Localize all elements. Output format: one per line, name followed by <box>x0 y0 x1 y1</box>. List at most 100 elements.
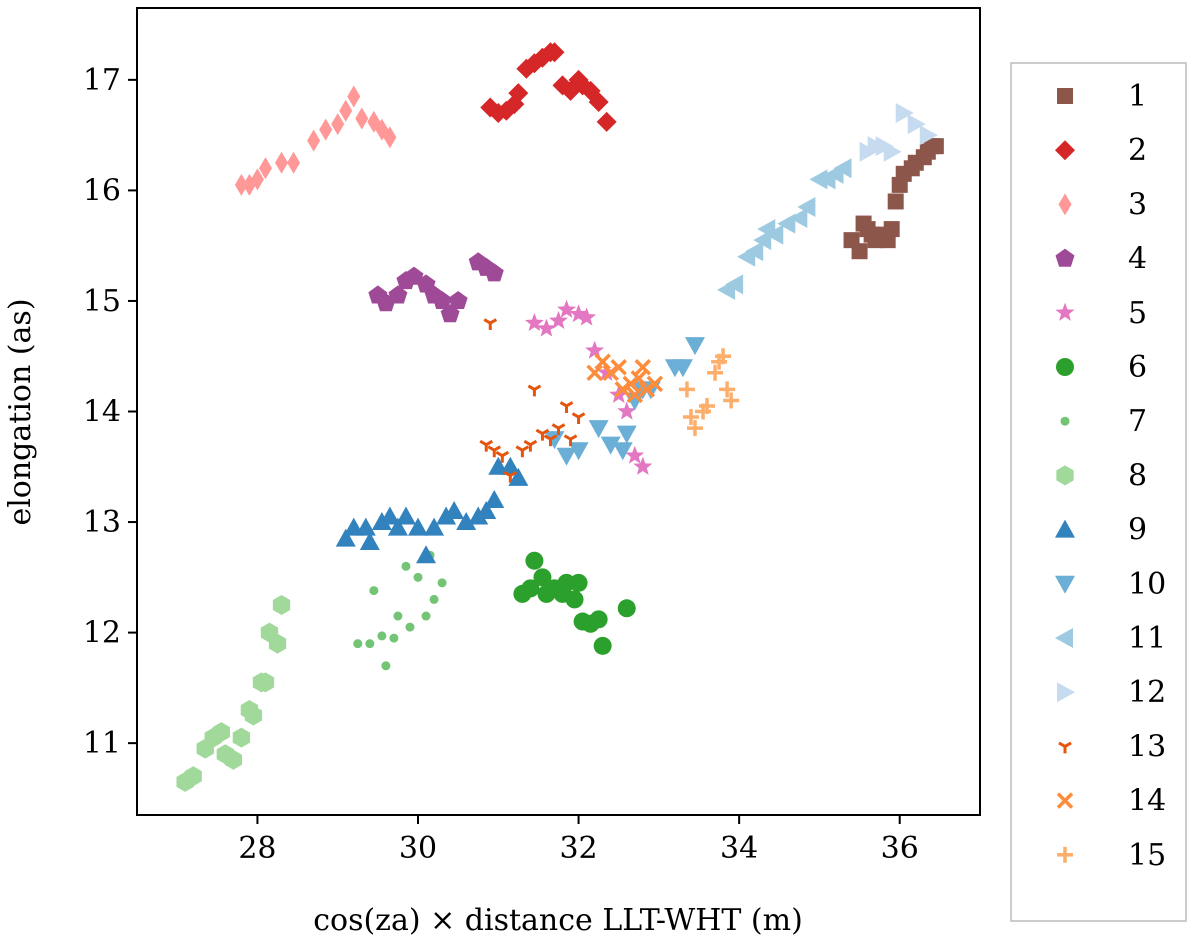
legend-item-2: 2 <box>1055 133 1147 168</box>
data-point-series-5 <box>557 299 577 318</box>
data-point-series-6 <box>533 568 552 587</box>
data-point-series-11 <box>725 274 744 295</box>
data-point-series-4 <box>448 290 468 310</box>
legend-marker-10 <box>1055 575 1075 594</box>
legend-marker-12 <box>1057 682 1075 703</box>
data-point-series-3 <box>287 151 301 174</box>
data-point-series-13 <box>551 423 566 436</box>
data-point-series-9 <box>484 489 505 508</box>
data-point-series-12 <box>895 103 914 124</box>
legend-label-7: 7 <box>1128 404 1147 439</box>
legend-label-5: 5 <box>1128 296 1147 331</box>
data-point-series-10 <box>672 359 693 378</box>
data-point-series-13 <box>523 439 538 452</box>
data-point-series-1 <box>887 193 904 210</box>
x-tick-label: 34 <box>720 831 758 866</box>
series-2 <box>480 42 617 132</box>
data-point-series-13 <box>495 450 510 463</box>
legend-marker-11 <box>1055 628 1073 648</box>
data-point-series-5 <box>569 304 589 323</box>
data-point-series-3 <box>234 173 248 196</box>
data-point-series-9 <box>335 528 356 547</box>
data-point-series-9 <box>408 517 428 536</box>
data-point-series-8 <box>272 594 291 615</box>
data-point-series-3 <box>331 113 345 136</box>
data-point-series-14 <box>586 364 603 382</box>
data-point-series-15 <box>686 420 703 437</box>
legend-label-9: 9 <box>1128 513 1147 548</box>
data-point-series-15 <box>723 392 740 409</box>
legend-label-3: 3 <box>1128 187 1147 222</box>
data-point-series-5 <box>577 307 597 326</box>
data-point-series-2 <box>508 83 529 104</box>
y-tick-label: 13 <box>83 505 121 540</box>
data-point-series-5 <box>597 362 617 381</box>
data-point-series-7 <box>405 622 415 632</box>
data-point-series-12 <box>883 141 902 162</box>
data-point-series-12 <box>907 114 926 135</box>
data-point-series-7 <box>353 639 363 649</box>
legend-label-14: 14 <box>1128 784 1166 819</box>
data-point-series-5 <box>536 318 556 337</box>
legend-item-14: 14 <box>1056 784 1166 819</box>
data-point-series-11 <box>789 208 808 229</box>
legend-item-8: 8 <box>1056 458 1147 493</box>
data-point-series-14 <box>646 375 664 393</box>
y-tick-label: 15 <box>83 284 121 319</box>
x-axis-ticks: 28 30 32 34 36 <box>238 815 919 866</box>
series-6 <box>513 551 636 655</box>
data-point-series-9 <box>424 517 445 536</box>
data-point-series-9 <box>500 456 521 475</box>
y-tick-label: 11 <box>83 726 121 761</box>
data-point-series-8 <box>244 705 263 726</box>
data-point-series-13 <box>535 428 550 441</box>
legend-marker-1 <box>1057 88 1073 104</box>
data-point-series-3 <box>347 85 361 108</box>
data-point-series-3 <box>307 129 321 152</box>
data-point-series-7 <box>389 633 399 643</box>
data-point-series-7 <box>421 611 431 621</box>
data-point-series-9 <box>476 500 497 519</box>
data-point-series-14 <box>614 381 631 398</box>
data-point-series-6 <box>617 599 636 618</box>
legend-label-11: 11 <box>1128 621 1166 656</box>
data-point-series-15 <box>719 381 736 398</box>
data-point-series-15 <box>707 364 724 381</box>
data-point-series-13 <box>479 439 494 452</box>
legend-marker-5 <box>1055 302 1075 321</box>
legend-label-6: 6 <box>1128 350 1147 385</box>
data-point-series-7 <box>393 611 403 621</box>
series-3 <box>234 85 397 196</box>
legend-marker-9 <box>1055 519 1075 538</box>
legend-label-2: 2 <box>1128 133 1147 168</box>
data-point-series-5 <box>617 401 637 420</box>
legend-marker-8 <box>1056 465 1074 486</box>
y-tick-label: 16 <box>83 173 121 208</box>
data-point-series-10 <box>684 337 705 356</box>
legend-item-12: 12 <box>1057 675 1166 710</box>
legend-item-3: 3 <box>1058 187 1147 222</box>
data-point-series-13 <box>503 470 518 483</box>
x-tick-label: 32 <box>559 831 597 866</box>
legend-marker-3 <box>1058 193 1072 216</box>
data-point-series-9 <box>395 506 416 525</box>
data-point-series-6 <box>593 636 612 655</box>
series-8 <box>176 594 291 792</box>
y-axis-ticks: 11 12 13 14 15 16 17 <box>83 63 137 761</box>
data-point-series-9 <box>456 512 477 531</box>
data-point-series-13 <box>483 318 498 331</box>
data-point-series-9 <box>416 545 437 564</box>
series-12 <box>859 103 938 162</box>
data-point-series-3 <box>258 157 272 180</box>
data-point-series-1 <box>851 243 868 260</box>
x-tick-label: 36 <box>881 831 919 866</box>
data-point-series-2 <box>596 111 617 132</box>
data-point-series-4 <box>388 285 408 304</box>
data-point-series-8 <box>184 766 202 787</box>
series-1 <box>843 138 944 260</box>
x-tick-label: 30 <box>399 831 437 866</box>
data-point-series-5 <box>524 313 544 332</box>
data-point-series-10 <box>624 392 645 411</box>
data-point-series-12 <box>919 125 938 146</box>
x-tick-label: 28 <box>238 831 276 866</box>
